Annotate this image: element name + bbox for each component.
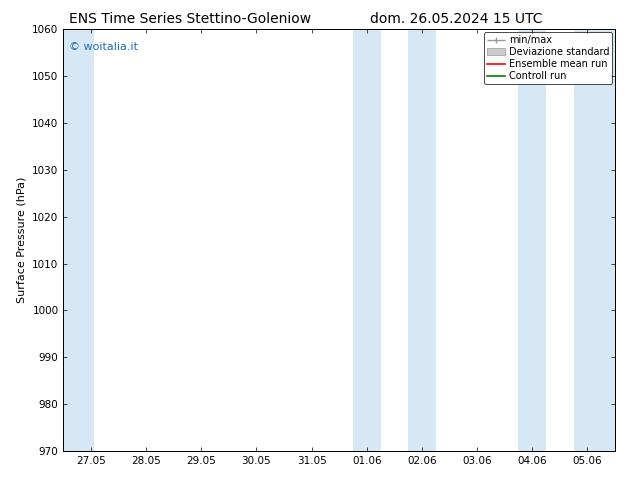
Bar [408, 29, 436, 451]
Bar [519, 29, 546, 451]
Text: ENS Time Series Stettino-Goleniow: ENS Time Series Stettino-Goleniow [69, 12, 311, 26]
Text: dom. 26.05.2024 15 UTC: dom. 26.05.2024 15 UTC [370, 12, 543, 26]
Bar [63, 29, 94, 451]
Bar [353, 29, 380, 451]
Legend: min/max, Deviazione standard, Ensemble mean run, Controll run: min/max, Deviazione standard, Ensemble m… [484, 32, 612, 84]
Y-axis label: Surface Pressure (hPa): Surface Pressure (hPa) [16, 177, 27, 303]
Bar [574, 29, 615, 451]
Text: © woitalia.it: © woitalia.it [69, 42, 138, 52]
